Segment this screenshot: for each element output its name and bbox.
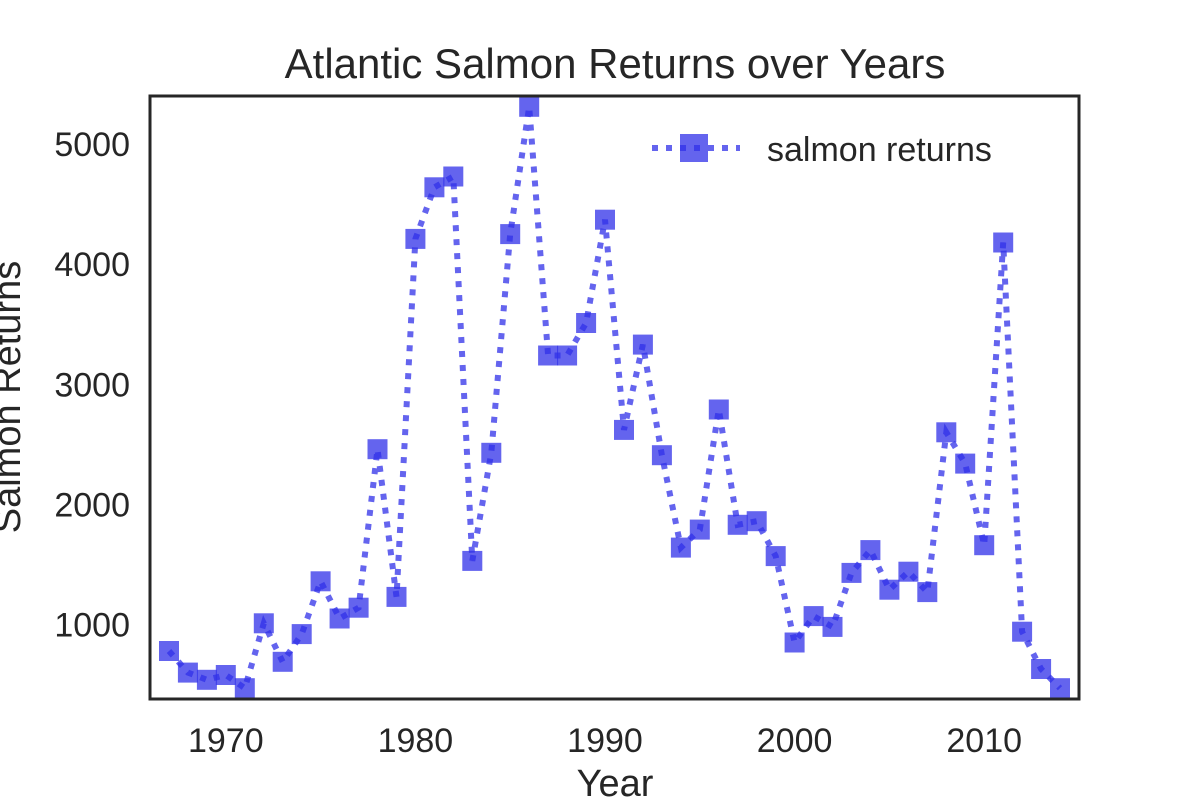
data-point bbox=[1050, 678, 1070, 699]
data-point bbox=[272, 651, 293, 672]
data-point bbox=[310, 571, 331, 592]
data-point bbox=[443, 166, 464, 187]
data-point bbox=[784, 632, 805, 653]
data-point bbox=[367, 439, 388, 460]
x-tick-label: 2000 bbox=[757, 722, 833, 760]
data-point bbox=[822, 616, 843, 637]
data-point bbox=[765, 546, 786, 567]
data-point bbox=[595, 209, 615, 230]
x-tick-label: 1990 bbox=[567, 722, 643, 760]
data-point bbox=[557, 345, 578, 366]
data-point bbox=[670, 537, 691, 558]
y-tick-label: 1000 bbox=[54, 607, 130, 645]
data-point bbox=[500, 224, 521, 245]
data-point bbox=[708, 399, 729, 420]
y-tick-label: 4000 bbox=[54, 246, 130, 284]
data-point bbox=[993, 232, 1014, 253]
data-point bbox=[159, 641, 179, 661]
data-point bbox=[1012, 621, 1033, 642]
y-tick-label: 5000 bbox=[54, 126, 130, 164]
data-point bbox=[898, 561, 919, 582]
data-point bbox=[481, 442, 502, 463]
data-point bbox=[803, 606, 824, 627]
data-point bbox=[614, 419, 634, 440]
data-point bbox=[746, 511, 767, 532]
data-point bbox=[386, 586, 407, 607]
data-point bbox=[177, 662, 198, 683]
x-axis: 1970 1980 1990 2000 2010 bbox=[188, 722, 1022, 760]
y-axis: 1000 2000 3000 4000 5000 bbox=[54, 126, 130, 645]
plot-frame bbox=[148, 94, 1081, 701]
data-point bbox=[519, 96, 540, 117]
data-point bbox=[234, 678, 255, 699]
legend-label: salmon returns bbox=[767, 131, 992, 169]
plot-area bbox=[159, 96, 1070, 699]
legend: salmon returns bbox=[652, 131, 992, 169]
data-point bbox=[632, 334, 653, 355]
data-point bbox=[215, 665, 236, 685]
data-point bbox=[936, 422, 957, 443]
data-point bbox=[727, 514, 748, 535]
data-point bbox=[424, 177, 445, 198]
data-point bbox=[974, 535, 995, 556]
y-tick-label: 3000 bbox=[54, 366, 130, 404]
data-point bbox=[462, 550, 483, 571]
y-axis-label: Salmon Returns bbox=[0, 261, 29, 533]
data-point bbox=[196, 669, 217, 690]
data-point bbox=[955, 453, 976, 474]
data-point bbox=[291, 624, 312, 645]
data-point bbox=[329, 608, 350, 629]
legend-marker-sample bbox=[680, 134, 708, 162]
data-point bbox=[1031, 659, 1052, 679]
data-point bbox=[538, 345, 559, 366]
data-point bbox=[651, 445, 672, 466]
x-tick-label: 1970 bbox=[188, 722, 264, 760]
x-tick-label: 1980 bbox=[378, 722, 454, 760]
x-tick-label: 2010 bbox=[946, 722, 1022, 760]
data-point bbox=[860, 540, 881, 561]
data-point bbox=[405, 228, 426, 249]
chart-title: Atlantic Salmon Returns over Years bbox=[285, 40, 946, 87]
y-tick-label: 2000 bbox=[54, 486, 130, 524]
data-point bbox=[348, 597, 369, 618]
data-point bbox=[689, 519, 710, 540]
data-point bbox=[841, 562, 862, 583]
x-axis-label: Year bbox=[577, 763, 654, 800]
data-point bbox=[253, 613, 274, 634]
data-point bbox=[879, 579, 900, 600]
data-point bbox=[917, 582, 938, 603]
data-point bbox=[576, 313, 597, 333]
